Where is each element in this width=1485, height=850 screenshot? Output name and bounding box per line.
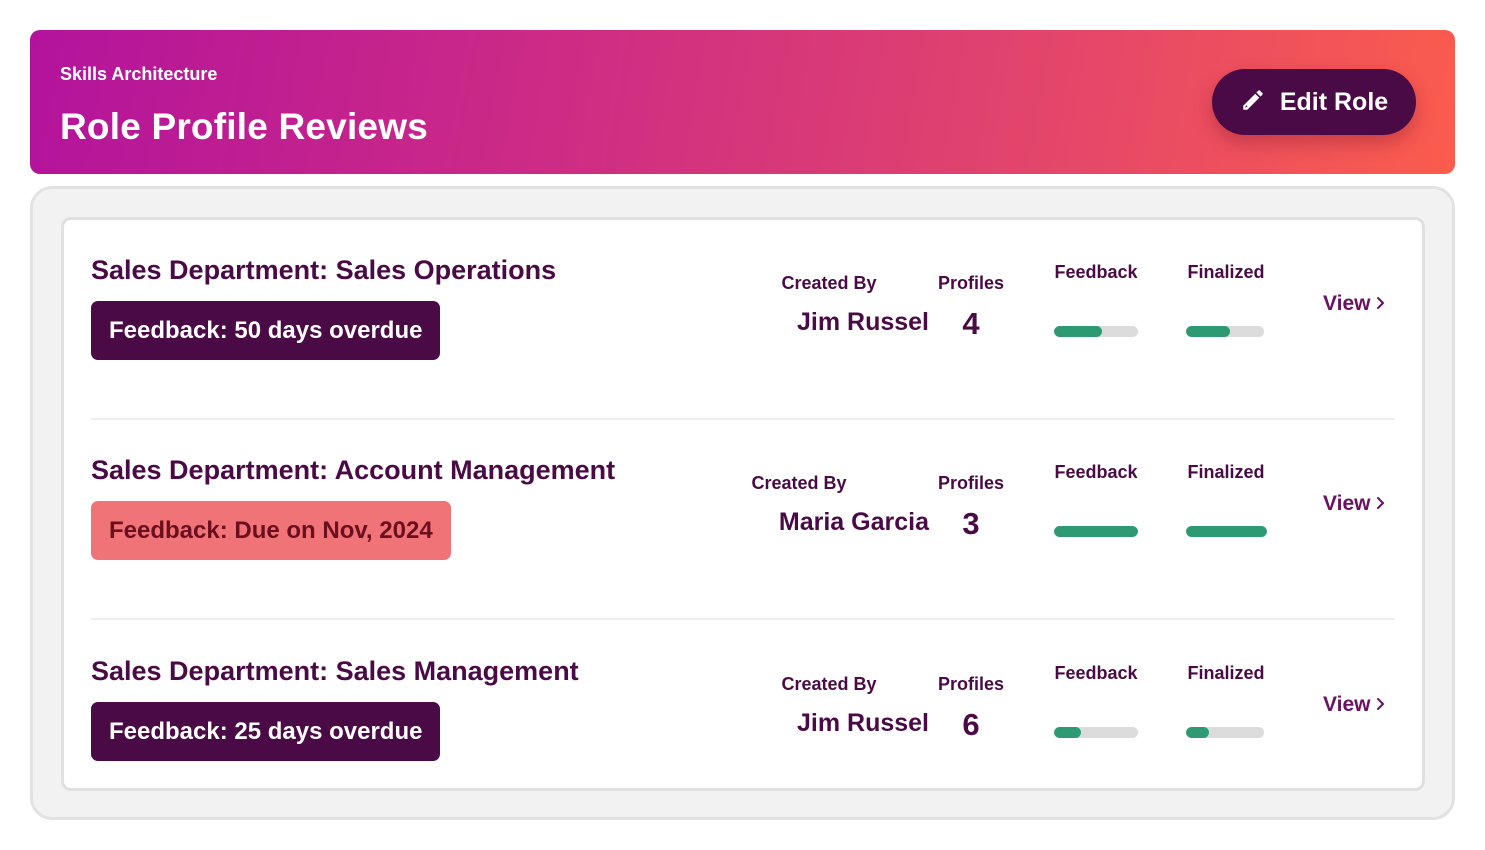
created-by-value: Jim Russel	[796, 308, 929, 336]
feedback-progress-fill	[1054, 526, 1138, 537]
list-item: Sales Department: Sales Operations Feedb…	[64, 220, 1422, 420]
finalized-progress-bar	[1186, 526, 1267, 537]
pencil-icon	[1240, 87, 1266, 118]
status-badge: Feedback: 50 days overdue	[91, 301, 441, 360]
role-title: Sales Department: Sales Operations	[91, 255, 557, 285]
feedback-label: Feedback	[1054, 663, 1138, 683]
feedback-progress-fill	[1054, 326, 1102, 337]
view-link[interactable]: View	[1323, 292, 1386, 316]
feedback-label: Feedback	[1054, 462, 1138, 482]
profiles-label: Profiles	[937, 674, 1005, 694]
view-link[interactable]: View	[1323, 492, 1386, 516]
view-label: View	[1323, 292, 1371, 315]
list-item: Sales Department: Account Management Fee…	[64, 420, 1422, 620]
row-divider	[91, 418, 1395, 420]
view-label: View	[1323, 492, 1371, 515]
created-by-label: Created By	[781, 273, 877, 293]
page-header: Skills Architecture Role Profile Reviews…	[30, 30, 1455, 174]
chevron-right-icon	[1376, 492, 1386, 516]
finalized-progress-bar	[1186, 727, 1264, 738]
finalized-progress-bar	[1186, 326, 1264, 337]
edit-role-label: Edit Role	[1279, 87, 1389, 116]
profiles-label: Profiles	[937, 273, 1005, 293]
profiles-count: 4	[962, 306, 980, 341]
profiles-label: Profiles	[937, 473, 1005, 493]
finalized-progress-fill	[1186, 326, 1231, 337]
list-item: Sales Department: Sales Management Feedb…	[64, 621, 1422, 821]
row-divider	[91, 618, 1395, 620]
feedback-progress-bar	[1054, 526, 1138, 537]
view-link[interactable]: View	[1323, 693, 1386, 717]
feedback-label: Feedback	[1054, 262, 1138, 282]
role-title: Sales Department: Account Management	[91, 455, 616, 485]
chevron-right-icon	[1376, 292, 1386, 316]
feedback-progress-bar	[1054, 326, 1138, 337]
reviews-panel: Sales Department: Sales Operations Feedb…	[30, 186, 1455, 820]
created-by-value: Maria Garcia	[778, 508, 929, 536]
created-by-label: Created By	[751, 473, 847, 493]
created-by-value: Jim Russel	[796, 709, 929, 737]
finalized-progress-fill	[1186, 727, 1210, 738]
feedback-progress-fill	[1054, 727, 1081, 738]
edit-role-button[interactable]: Edit Role	[1212, 69, 1416, 135]
finalized-label: Finalized	[1187, 663, 1265, 683]
page-title: Role Profile Reviews	[60, 106, 428, 147]
role-title: Sales Department: Sales Management	[91, 656, 579, 686]
profiles-count: 6	[962, 707, 980, 742]
finalized-label: Finalized	[1187, 262, 1265, 282]
breadcrumb: Skills Architecture	[60, 64, 218, 84]
feedback-progress-bar	[1054, 727, 1138, 738]
view-label: View	[1323, 693, 1371, 716]
finalized-progress-fill	[1186, 526, 1267, 537]
profiles-count: 3	[962, 506, 980, 541]
chevron-right-icon	[1376, 693, 1386, 717]
finalized-label: Finalized	[1187, 462, 1265, 482]
created-by-label: Created By	[781, 674, 877, 694]
reviews-list: Sales Department: Sales Operations Feedb…	[61, 217, 1425, 791]
status-badge: Feedback: Due on Nov, 2024	[91, 501, 451, 560]
status-badge: Feedback: 25 days overdue	[91, 702, 441, 761]
